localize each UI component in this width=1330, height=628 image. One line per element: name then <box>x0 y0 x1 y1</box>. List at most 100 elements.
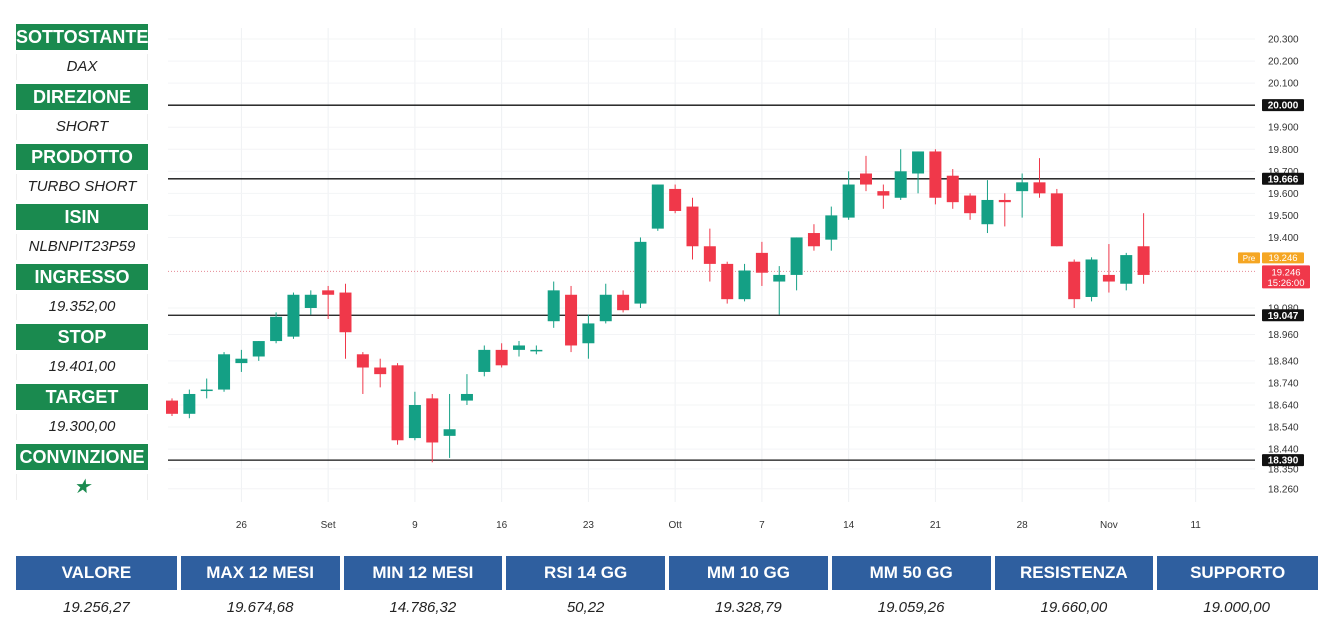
header-resistenza: RESISTENZA <box>992 556 1158 590</box>
candle-body <box>443 429 456 436</box>
candle-body <box>1050 193 1063 247</box>
pre-tag <box>1238 252 1260 264</box>
header-max-12-mesi: MAX 12 MESI <box>178 556 344 590</box>
sidebar-value-target: 19.300,00 <box>16 414 148 440</box>
level-tag <box>1262 309 1304 322</box>
y-tick-label: 20.200 <box>1268 57 1299 68</box>
candle-body <box>998 199 1011 203</box>
candle-body <box>669 188 682 211</box>
candle-body <box>894 171 907 198</box>
current-price-tag <box>1262 265 1310 289</box>
sidebar-label-isin: ISIN <box>16 204 148 230</box>
level-tag-label: 19.047 <box>1268 311 1299 322</box>
value-valore: 19.256,27 <box>16 590 181 624</box>
current-price-label: 19.246 <box>1271 267 1300 278</box>
candle-body <box>530 349 543 352</box>
x-tick-label: 23 <box>583 520 595 531</box>
candle-body <box>582 323 595 344</box>
sidebar-value-direzione: SHORT <box>16 114 148 140</box>
header-supporto: SUPPORTO <box>1155 556 1318 590</box>
header-valore: VALORE <box>16 556 181 590</box>
x-tick-label: 11 <box>1190 520 1201 531</box>
sidebar-label-convinzione: CONVINZIONE <box>16 444 148 470</box>
candle-body <box>981 199 994 225</box>
candle-body <box>374 367 387 375</box>
y-tick-label: 19.400 <box>1268 233 1299 244</box>
candle-body <box>304 294 317 308</box>
y-tick-label: 18.960 <box>1268 330 1299 341</box>
candle-body <box>287 294 300 337</box>
candle-body <box>478 349 491 372</box>
level-tag-label: 20.000 <box>1268 101 1299 112</box>
candle-body <box>495 349 508 366</box>
value-supporto: 19.000,00 <box>1155 590 1320 624</box>
candle-body <box>235 358 248 364</box>
candle-body <box>860 173 872 185</box>
candle-body <box>755 252 768 273</box>
header-mm-50-gg: MM 50 GG <box>829 556 995 590</box>
pre-tag-label: Pre <box>1243 254 1256 263</box>
candle-body <box>183 393 196 414</box>
candle-body <box>252 341 265 357</box>
candle-body <box>721 263 734 300</box>
pre-price-label: 19.246 <box>1268 253 1297 264</box>
candle-body <box>1120 255 1133 284</box>
sidebar: SOTTOSTANTE DAX DIREZIONE SHORT PRODOTTO… <box>16 24 148 504</box>
level-tag <box>1262 172 1304 185</box>
indicators-table: VALORE MAX 12 MESI MIN 12 MESI RSI 14 GG… <box>16 556 1320 624</box>
candle-body <box>599 294 612 322</box>
value-max-12-mesi: 19.674,68 <box>178 590 344 624</box>
candle-body <box>929 151 942 198</box>
candle-body <box>617 294 630 311</box>
candle-body <box>738 270 751 300</box>
sidebar-label-ingresso: INGRESSO <box>16 264 148 290</box>
y-tick-label: 18.640 <box>1268 400 1299 411</box>
y-tick-label: 18.540 <box>1268 423 1299 434</box>
value-rsi-14-gg: 50,22 <box>504 590 669 624</box>
candle-body <box>322 290 335 295</box>
level-tag-label: 18.390 <box>1268 456 1299 467</box>
value-resistenza: 19.660,00 <box>992 590 1158 624</box>
candle-body <box>634 241 647 304</box>
candle-body <box>356 354 369 368</box>
sidebar-value-isin: NLBNPIT23P59 <box>16 234 148 260</box>
y-tick-label: 18.840 <box>1268 356 1299 367</box>
y-tick-label: 19.080 <box>1268 303 1299 314</box>
candle-body <box>912 151 925 174</box>
x-tick-label: Set <box>321 520 336 531</box>
x-tick-label: 14 <box>843 520 855 531</box>
header-min-12-mesi: MIN 12 MESI <box>341 556 507 590</box>
value-mm-50-gg: 19.059,26 <box>829 590 995 624</box>
level-tag <box>1262 99 1304 112</box>
header-rsi-14-gg: RSI 14 GG <box>504 556 669 590</box>
indicators-header-row: VALORE MAX 12 MESI MIN 12 MESI RSI 14 GG… <box>16 556 1318 590</box>
candle-body <box>877 191 890 196</box>
value-mm-10-gg: 19.328,79 <box>667 590 832 624</box>
x-tick-label: Ott <box>668 520 682 531</box>
candle-body <box>773 274 786 282</box>
candle-body <box>547 290 560 322</box>
level-tag <box>1262 454 1304 467</box>
candle-body <box>651 184 664 229</box>
y-tick-label: 19.600 <box>1268 189 1299 200</box>
sidebar-label-direzione: DIREZIONE <box>16 84 148 110</box>
pre-price-tag <box>1262 252 1304 264</box>
candle-body <box>1085 259 1098 297</box>
candle-body <box>842 184 855 218</box>
candle-body <box>408 404 421 439</box>
x-tick-label: 9 <box>412 520 418 531</box>
current-time-label: 15:26:00 <box>1268 278 1305 289</box>
value-min-12-mesi: 14.786,32 <box>341 590 507 624</box>
header-mm-10-gg: MM 10 GG <box>667 556 832 590</box>
x-tick-label: Nov <box>1100 520 1118 531</box>
candle-body <box>790 237 803 275</box>
candle-body <box>426 398 439 443</box>
y-tick-label: 19.800 <box>1268 145 1299 156</box>
candle-body <box>460 393 473 401</box>
x-tick-label: 16 <box>496 520 508 531</box>
candle-body <box>513 345 525 350</box>
star-icon: ★ <box>16 474 148 500</box>
candle-body <box>1102 274 1115 282</box>
sidebar-value-ingresso: 19.352,00 <box>16 294 148 320</box>
indicators-value-row: 19.256,27 19.674,68 14.786,32 50,22 19.3… <box>16 590 1320 624</box>
